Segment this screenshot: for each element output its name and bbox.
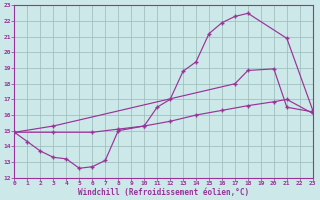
X-axis label: Windchill (Refroidissement éolien,°C): Windchill (Refroidissement éolien,°C) (78, 188, 249, 197)
